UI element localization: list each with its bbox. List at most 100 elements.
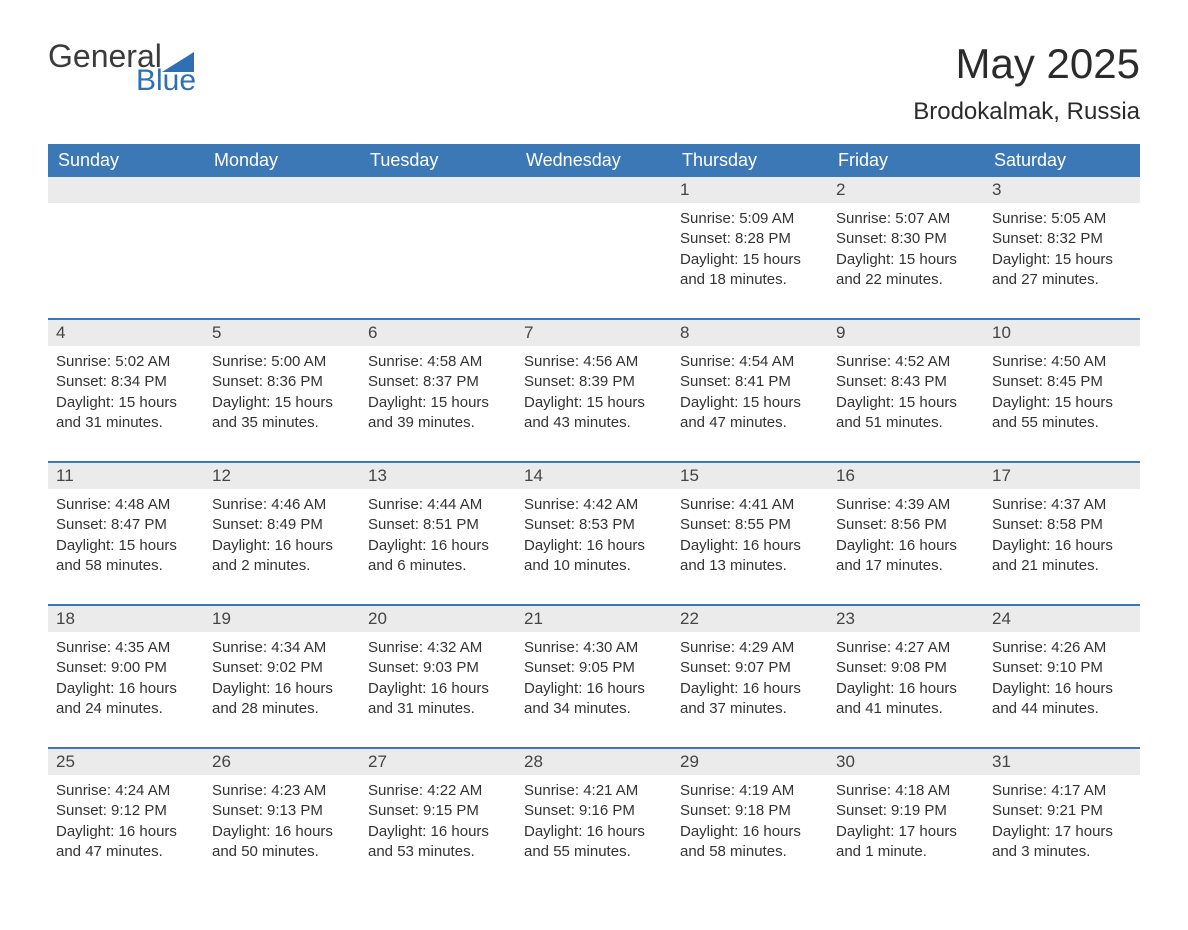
daylight-line: Daylight: 15 hours and 43 minutes. [524, 393, 664, 434]
daylight-line: Daylight: 16 hours and 53 minutes. [368, 822, 508, 863]
day-number-cell: 24 [984, 605, 1140, 632]
sunset-line: Sunset: 8:37 PM [368, 372, 508, 392]
sunrise-line: Sunrise: 4:23 AM [212, 781, 352, 801]
daylight-line: Daylight: 15 hours and 22 minutes. [836, 250, 976, 291]
day-body-cell [204, 203, 360, 319]
day-body-cell: Sunrise: 4:41 AMSunset: 8:55 PMDaylight:… [672, 489, 828, 605]
day-body-row: Sunrise: 5:02 AMSunset: 8:34 PMDaylight:… [48, 346, 1140, 462]
calendar-table: SundayMondayTuesdayWednesdayThursdayFrid… [48, 144, 1140, 890]
sunset-line: Sunset: 8:41 PM [680, 372, 820, 392]
daylight-line: Daylight: 16 hours and 31 minutes. [368, 679, 508, 720]
day-body-cell: Sunrise: 4:22 AMSunset: 9:15 PMDaylight:… [360, 775, 516, 890]
daylight-line: Daylight: 15 hours and 47 minutes. [680, 393, 820, 434]
day-number-row: 45678910 [48, 319, 1140, 346]
sunrise-line: Sunrise: 4:24 AM [56, 781, 196, 801]
title-block: May 2025 Brodokalmak, Russia [913, 40, 1140, 126]
location-subtitle: Brodokalmak, Russia [913, 98, 1140, 126]
sunset-line: Sunset: 8:49 PM [212, 515, 352, 535]
day-body-cell: Sunrise: 4:37 AMSunset: 8:58 PMDaylight:… [984, 489, 1140, 605]
daylight-line: Daylight: 16 hours and 50 minutes. [212, 822, 352, 863]
sunset-line: Sunset: 9:15 PM [368, 801, 508, 821]
day-number-cell: 19 [204, 605, 360, 632]
sunrise-line: Sunrise: 4:34 AM [212, 638, 352, 658]
day-body-cell [360, 203, 516, 319]
weekday-header: Saturday [984, 144, 1140, 177]
sunset-line: Sunset: 8:45 PM [992, 372, 1132, 392]
day-number-cell: 12 [204, 462, 360, 489]
daylight-line: Daylight: 16 hours and 10 minutes. [524, 536, 664, 577]
day-body-cell: Sunrise: 5:02 AMSunset: 8:34 PMDaylight:… [48, 346, 204, 462]
sunset-line: Sunset: 9:03 PM [368, 658, 508, 678]
day-body-cell: Sunrise: 4:34 AMSunset: 9:02 PMDaylight:… [204, 632, 360, 748]
day-number-cell: 16 [828, 462, 984, 489]
daylight-line: Daylight: 15 hours and 35 minutes. [212, 393, 352, 434]
sunrise-line: Sunrise: 4:54 AM [680, 352, 820, 372]
sunrise-line: Sunrise: 4:30 AM [524, 638, 664, 658]
day-number-cell: 17 [984, 462, 1140, 489]
day-body-cell: Sunrise: 4:19 AMSunset: 9:18 PMDaylight:… [672, 775, 828, 890]
sunset-line: Sunset: 9:21 PM [992, 801, 1132, 821]
sunrise-line: Sunrise: 4:37 AM [992, 495, 1132, 515]
day-body-cell: Sunrise: 5:09 AMSunset: 8:28 PMDaylight:… [672, 203, 828, 319]
daylight-line: Daylight: 16 hours and 47 minutes. [56, 822, 196, 863]
sunrise-line: Sunrise: 4:35 AM [56, 638, 196, 658]
calendar-body: 123 Sunrise: 5:09 AMSunset: 8:28 PMDayli… [48, 177, 1140, 890]
sunset-line: Sunset: 8:56 PM [836, 515, 976, 535]
day-number-row: 123 [48, 177, 1140, 203]
sunset-line: Sunset: 8:47 PM [56, 515, 196, 535]
daylight-line: Daylight: 15 hours and 18 minutes. [680, 250, 820, 291]
sunset-line: Sunset: 8:43 PM [836, 372, 976, 392]
sunrise-line: Sunrise: 4:22 AM [368, 781, 508, 801]
sunrise-line: Sunrise: 5:09 AM [680, 209, 820, 229]
daylight-line: Daylight: 15 hours and 31 minutes. [56, 393, 196, 434]
sunrise-line: Sunrise: 4:17 AM [992, 781, 1132, 801]
sunrise-line: Sunrise: 4:27 AM [836, 638, 976, 658]
weekday-header: Friday [828, 144, 984, 177]
day-body-cell: Sunrise: 4:17 AMSunset: 9:21 PMDaylight:… [984, 775, 1140, 890]
day-body-cell: Sunrise: 5:07 AMSunset: 8:30 PMDaylight:… [828, 203, 984, 319]
daylight-line: Daylight: 16 hours and 17 minutes. [836, 536, 976, 577]
logo: General Blue [48, 40, 196, 96]
day-number-cell: 7 [516, 319, 672, 346]
logo-text-blue: Blue [136, 66, 196, 96]
sunset-line: Sunset: 8:39 PM [524, 372, 664, 392]
daylight-line: Daylight: 16 hours and 37 minutes. [680, 679, 820, 720]
day-body-cell: Sunrise: 4:54 AMSunset: 8:41 PMDaylight:… [672, 346, 828, 462]
sunrise-line: Sunrise: 4:21 AM [524, 781, 664, 801]
sunrise-line: Sunrise: 4:56 AM [524, 352, 664, 372]
day-body-cell: Sunrise: 4:39 AMSunset: 8:56 PMDaylight:… [828, 489, 984, 605]
daylight-line: Daylight: 16 hours and 34 minutes. [524, 679, 664, 720]
day-body-cell: Sunrise: 5:05 AMSunset: 8:32 PMDaylight:… [984, 203, 1140, 319]
day-body-cell: Sunrise: 4:56 AMSunset: 8:39 PMDaylight:… [516, 346, 672, 462]
day-number-cell: 18 [48, 605, 204, 632]
sunrise-line: Sunrise: 4:58 AM [368, 352, 508, 372]
day-number-cell: 22 [672, 605, 828, 632]
day-number-cell: 14 [516, 462, 672, 489]
day-number-cell: 28 [516, 748, 672, 775]
sunset-line: Sunset: 9:02 PM [212, 658, 352, 678]
day-number-cell: 27 [360, 748, 516, 775]
daylight-line: Daylight: 15 hours and 51 minutes. [836, 393, 976, 434]
day-number-cell: 2 [828, 177, 984, 203]
weekday-header-row: SundayMondayTuesdayWednesdayThursdayFrid… [48, 144, 1140, 177]
sunrise-line: Sunrise: 4:18 AM [836, 781, 976, 801]
weekday-header: Wednesday [516, 144, 672, 177]
day-body-cell [48, 203, 204, 319]
sunrise-line: Sunrise: 4:46 AM [212, 495, 352, 515]
day-body-cell: Sunrise: 4:42 AMSunset: 8:53 PMDaylight:… [516, 489, 672, 605]
sunset-line: Sunset: 9:08 PM [836, 658, 976, 678]
daylight-line: Daylight: 15 hours and 27 minutes. [992, 250, 1132, 291]
daylight-line: Daylight: 15 hours and 58 minutes. [56, 536, 196, 577]
day-body-cell: Sunrise: 4:24 AMSunset: 9:12 PMDaylight:… [48, 775, 204, 890]
day-number-cell: 25 [48, 748, 204, 775]
day-body-cell: Sunrise: 4:35 AMSunset: 9:00 PMDaylight:… [48, 632, 204, 748]
day-body-cell: Sunrise: 4:18 AMSunset: 9:19 PMDaylight:… [828, 775, 984, 890]
day-number-cell: 4 [48, 319, 204, 346]
sunset-line: Sunset: 8:53 PM [524, 515, 664, 535]
day-body-cell: Sunrise: 4:50 AMSunset: 8:45 PMDaylight:… [984, 346, 1140, 462]
day-number-cell: 10 [984, 319, 1140, 346]
sunrise-line: Sunrise: 4:50 AM [992, 352, 1132, 372]
sunset-line: Sunset: 9:00 PM [56, 658, 196, 678]
day-number-row: 25262728293031 [48, 748, 1140, 775]
daylight-line: Daylight: 16 hours and 24 minutes. [56, 679, 196, 720]
